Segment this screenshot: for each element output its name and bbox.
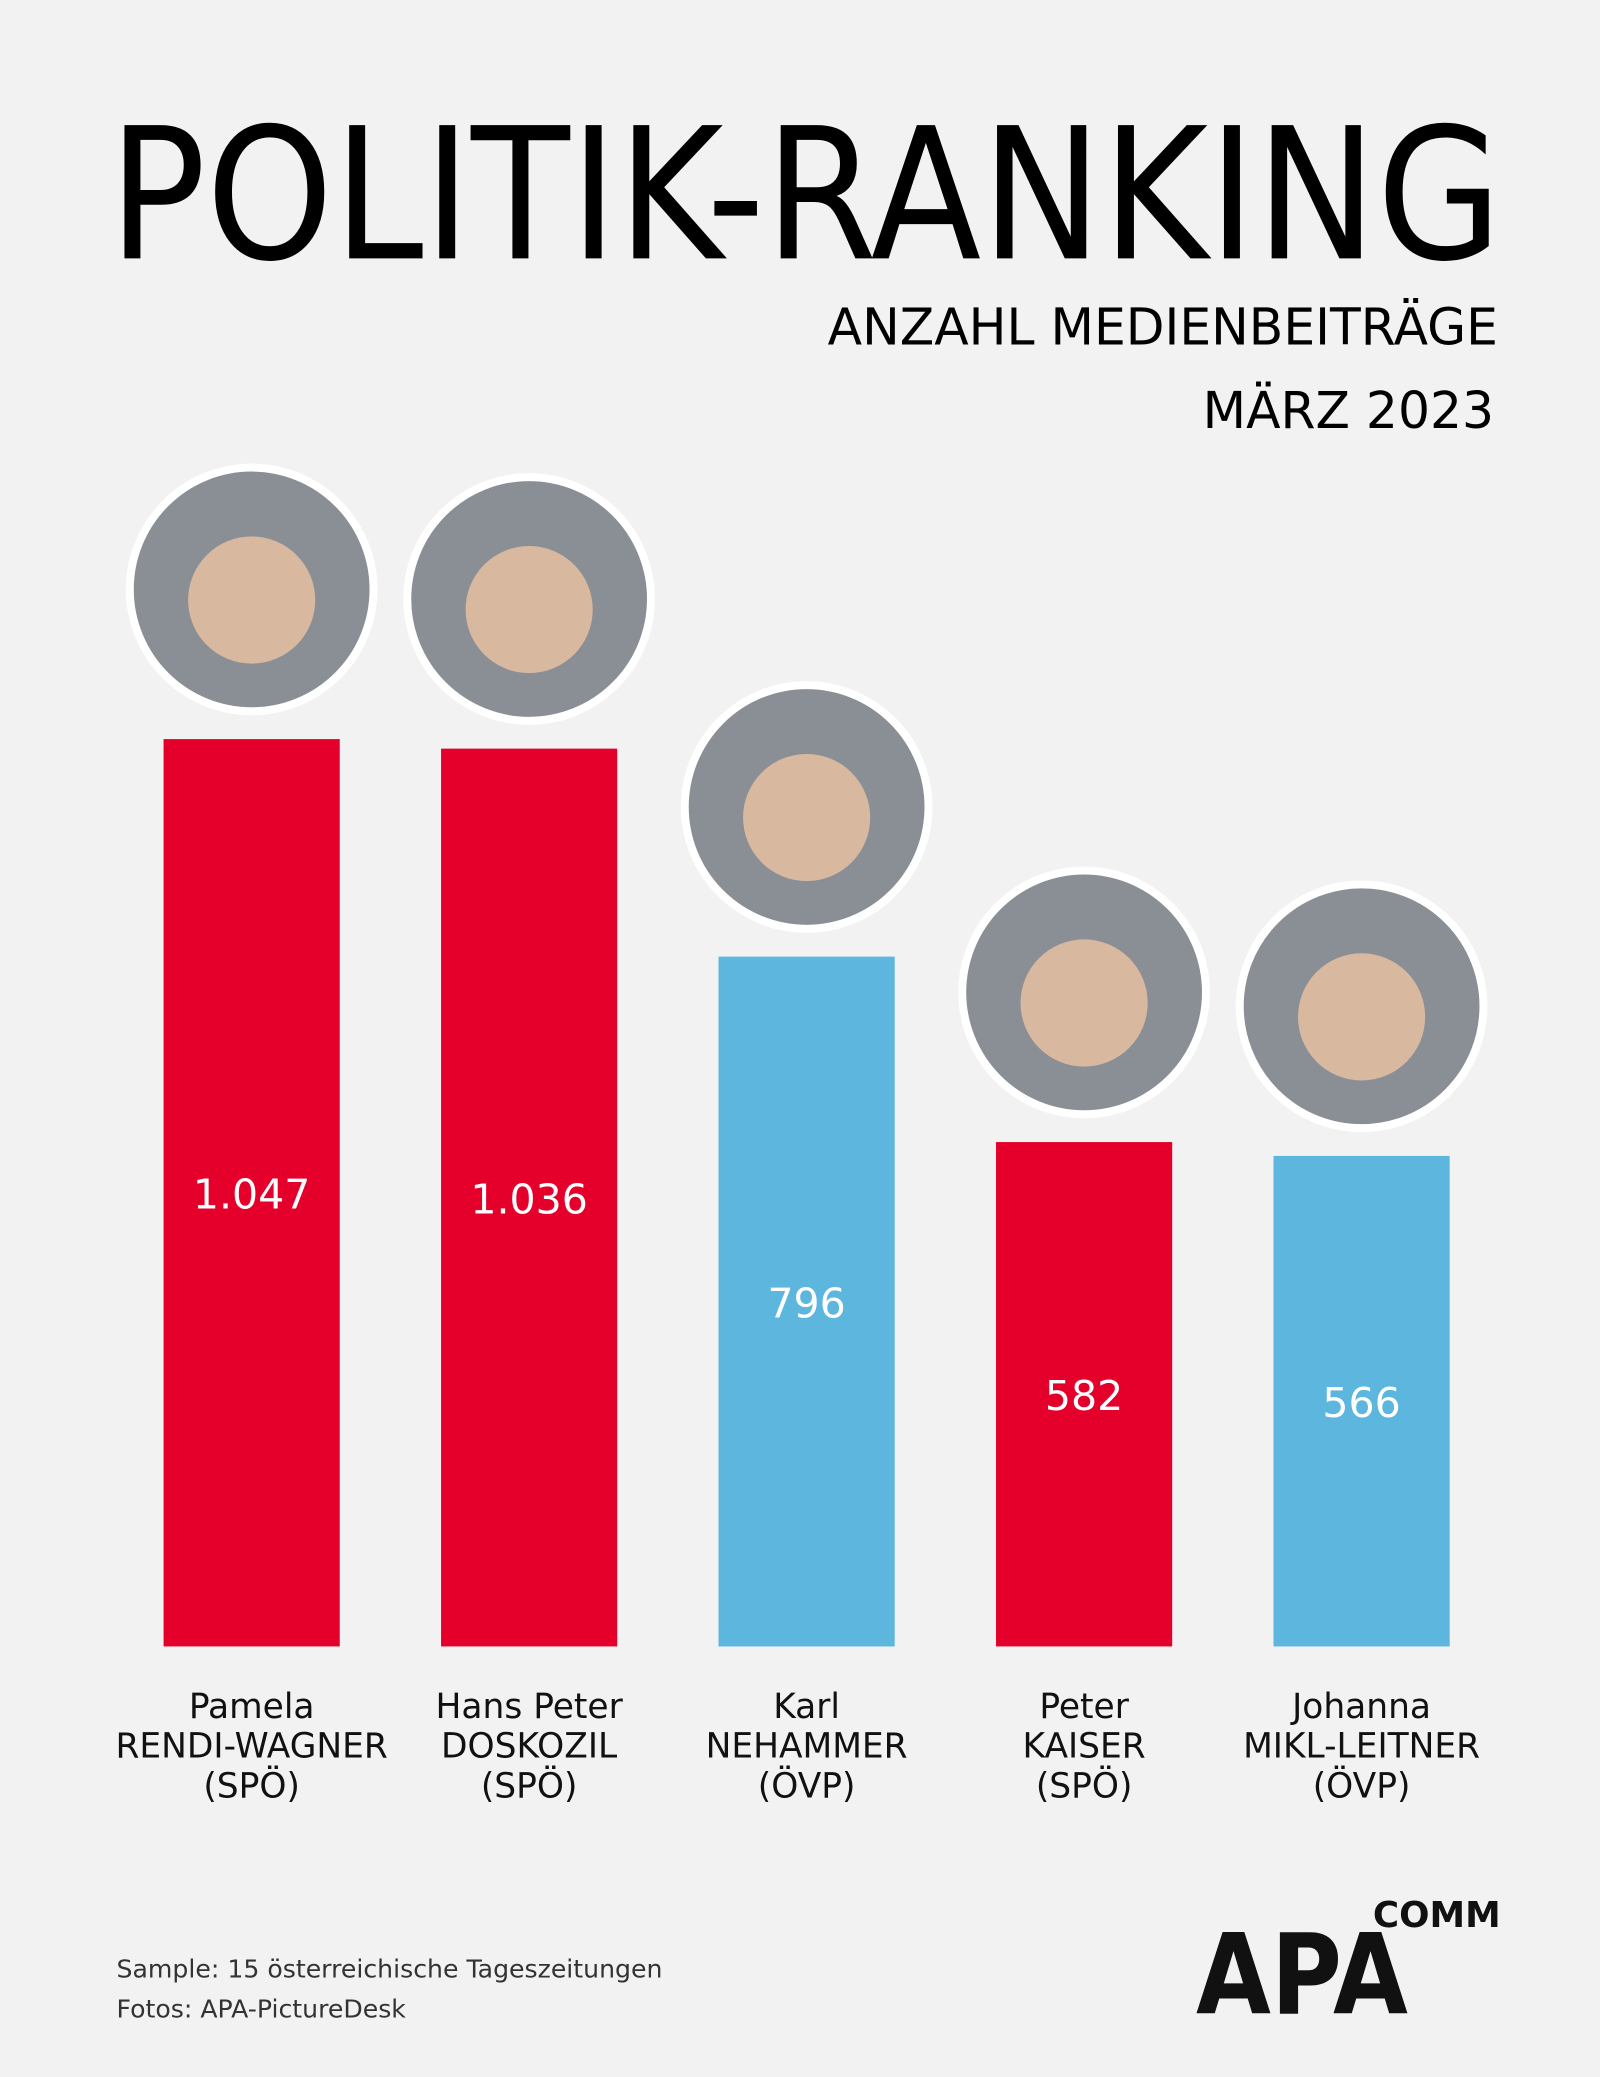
note: Fotos: APA-PictureDesk: [117, 1994, 407, 2023]
category-label: (SPÖ): [1036, 1765, 1133, 1806]
chart-subtitle: ANZAHL MEDIENBEITRÄGE: [828, 297, 1498, 356]
logo: APA: [1196, 1911, 1408, 2040]
photo-face: [1298, 953, 1426, 1081]
bar: [718, 956, 895, 1647]
category-label: (ÖVP): [758, 1765, 856, 1806]
category-label: Hans Peter: [436, 1687, 624, 1727]
photo-face: [743, 753, 871, 882]
category-label: Johanna: [1290, 1687, 1431, 1727]
category-label: DOSKOZIL: [441, 1727, 617, 1767]
category-label: Peter: [1039, 1687, 1129, 1727]
note: Sample: 15 österreichische Tageszeitunge…: [117, 1955, 663, 1984]
value-label: 796: [767, 1279, 845, 1327]
value-label: 1.036: [470, 1175, 588, 1223]
category-label: Pamela: [189, 1687, 315, 1727]
bar: [996, 1142, 1173, 1647]
category-label: (SPÖ): [481, 1765, 578, 1806]
category-label: RENDI-WAGNER: [116, 1727, 388, 1767]
photo-face: [465, 545, 593, 674]
bar: [441, 748, 618, 1647]
category-label: KAISER: [1023, 1727, 1146, 1767]
bar: [163, 739, 340, 1647]
value-label: 566: [1322, 1379, 1400, 1427]
category-label: MIKL-LEITNER: [1243, 1727, 1480, 1767]
logo-suffix: COMM: [1373, 1895, 1501, 1936]
category-label: (ÖVP): [1313, 1765, 1411, 1806]
category-label: NEHAMMER: [706, 1727, 908, 1767]
photo-face: [188, 536, 316, 664]
bar: [1273, 1155, 1450, 1647]
category-label: Karl: [773, 1687, 840, 1727]
chart-title: POLITIK-RANKING: [109, 89, 1502, 302]
value-label: 1.047: [193, 1171, 311, 1219]
photo-face: [1020, 939, 1148, 1067]
value-label: 582: [1045, 1372, 1123, 1420]
category-label: (SPÖ): [203, 1765, 300, 1806]
chart-period: MÄRZ 2023: [1203, 381, 1494, 440]
